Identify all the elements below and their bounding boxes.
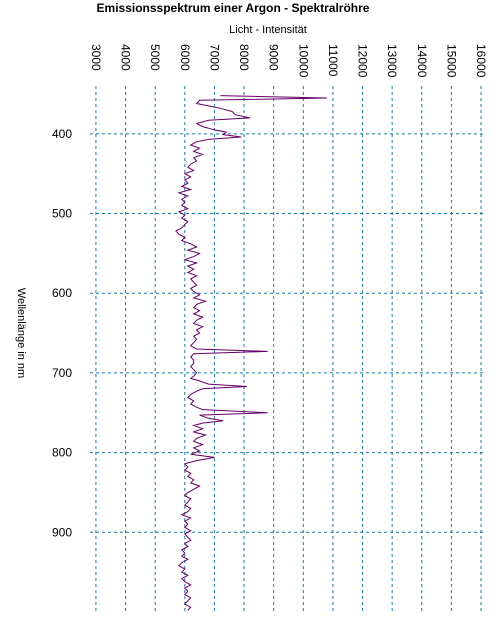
x-tick-label: 13000 [385,44,399,78]
x-axis-label: Licht - Intensität [229,24,307,36]
y-tick-label: 600 [52,286,72,300]
series-group [175,95,328,611]
chart-title: Emissionsspektrum einer Argon - Spektral… [97,1,370,15]
y-tick-label: 500 [52,207,72,221]
x-tick-label: 15000 [444,44,458,78]
x-tick-label: 14000 [415,44,429,78]
x-tick-labels: 3000 4000 5000 6000 7000 8000 9000 10000 11000 12… [89,44,488,78]
x-tick-label: 5000 [148,44,162,71]
y-tick-label: 400 [52,127,72,141]
grid [90,86,484,612]
x-tick-label: 16000 [474,44,488,78]
x-tick-label: 10000 [296,44,310,78]
y-tick-label: 800 [52,446,72,460]
x-tick-label: 6000 [178,44,192,71]
spectrum-series-line [175,95,328,611]
x-tick-label: 7000 [207,44,221,71]
y-tick-label: 900 [52,525,72,539]
x-tick-label: 9000 [267,44,281,71]
x-tick-label: 4000 [119,44,133,71]
x-tick-label: 3000 [89,44,103,71]
y-tick-labels: 400 500 600 700 800 900 [52,127,72,539]
x-tick-label: 8000 [237,44,251,71]
y-axis-label: Wellenlänge in nm [15,288,27,378]
x-tick-label: 11000 [326,44,340,77]
y-tick-label: 700 [52,366,72,380]
x-tick-label: 12000 [356,44,370,78]
